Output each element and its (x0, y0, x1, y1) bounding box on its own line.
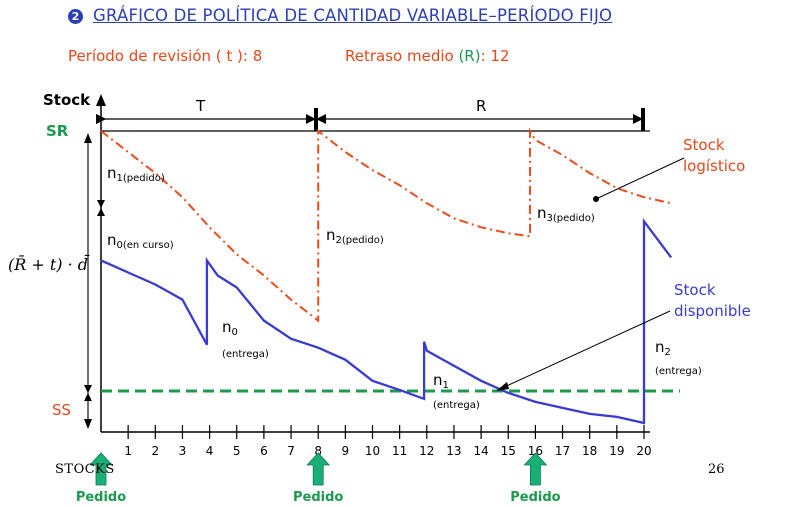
x-tick-label: 20 (636, 444, 651, 458)
n1-n0-divider-arrow (97, 200, 105, 208)
label-n3-pedido: n3(pedido) (537, 204, 595, 224)
order-arrow-icon (523, 452, 548, 486)
y-axis-arrow (96, 94, 106, 106)
order-marker: Pedido (293, 452, 343, 505)
page-number: 26 (708, 462, 725, 477)
sr-label: SR (46, 122, 69, 140)
label-n0-entrega: n0 (222, 318, 238, 338)
x-tick-label: 12 (419, 444, 434, 458)
x-tick-label: 17 (555, 444, 570, 458)
stock-logistico-label-1: Stock (683, 136, 725, 154)
brace-T-label: T (195, 97, 206, 115)
title-text: GRÁFICO DE POLÍTICA DE CANTIDAD VARIABLE… (93, 6, 613, 25)
stock-disponible-pointer (499, 310, 671, 390)
x-tick-label: 3 (179, 444, 187, 458)
label-n1-entrega: n1 (433, 371, 449, 391)
order-marker: Pedido (510, 452, 561, 505)
x-tick-label: 13 (446, 444, 461, 458)
x-axis-tick-marks (127, 425, 645, 439)
x-axis-tick-labels: 1 2 3 4 5 6 7 8 9 10 11 12 13 14 15 16 17 18 19 20 (124, 444, 651, 458)
title-number-badge: 2 (68, 9, 83, 24)
x-tick-label: 4 (206, 444, 214, 458)
x-tick-label: 10 (365, 444, 380, 458)
page-title: 2 GRÁFICO DE POLÍTICA DE CANTIDAD VARIABL… (68, 6, 612, 25)
y-axis-label: Stock (43, 91, 91, 109)
x-tick-label: 16 (528, 444, 543, 458)
x-tick-label: 9 (342, 444, 350, 458)
x-tick-label: 7 (287, 444, 295, 458)
x-tick-label: 11 (392, 444, 407, 458)
brace-R-label: R (476, 97, 486, 115)
footer-section-label: STOCKS (55, 462, 115, 477)
label-n0-en-curso: n0(en curso) (107, 231, 174, 251)
x-tick-label: 1 (124, 444, 132, 458)
label-n2-entrega: n2 (655, 338, 671, 358)
label-n0-entrega-note: (entrega) (222, 349, 269, 360)
series-stock-disponible (100, 217, 673, 425)
brace-R-arrow-right (633, 114, 643, 124)
label-n2-entrega-note: (entrega) (655, 366, 702, 377)
label-n1-pedido: n1(pedido) (107, 164, 165, 184)
x-tick-label: 6 (260, 444, 268, 458)
x-tick-label: 14 (473, 444, 488, 458)
order-arrow-icon (306, 452, 331, 486)
mean-delay-label: Retraso medio (R): 12 (345, 47, 510, 65)
review-period-label: Período de revisión ( t ): 8 (68, 47, 263, 65)
stock-logistico-pointer (595, 157, 685, 200)
x-tick-label: 15 (501, 444, 516, 458)
order-markers: Pedido Pedido Pedido (76, 452, 561, 505)
order-label: Pedido (510, 490, 560, 505)
series-stock-logistico (100, 127, 672, 323)
stock-disponible-label-2: disponible (674, 302, 751, 320)
order-marker: Pedido (76, 452, 126, 505)
x-tick-label: 18 (582, 444, 597, 458)
x-tick-label: 5 (233, 444, 241, 458)
label-n2-pedido: n2(pedido) (326, 226, 384, 246)
ss-label: SS (52, 401, 71, 419)
x-tick-label: 2 (151, 444, 159, 458)
stock-logistico-label-2: logístico (683, 157, 745, 175)
label-n1-entrega-note: (entrega) (433, 400, 480, 411)
brace-T-arrow (306, 114, 316, 124)
order-arrow-icon (89, 452, 113, 486)
order-label: Pedido (293, 490, 343, 505)
stock-disponible-label-1: Stock (674, 281, 716, 299)
order-label: Pedido (76, 490, 126, 505)
x-tick-label: 19 (609, 444, 624, 458)
brace-R-arrow-left (316, 114, 326, 124)
x-tick-label: 8 (314, 444, 322, 458)
demand-formula: (R̄ + t) · d̄ (8, 253, 90, 274)
